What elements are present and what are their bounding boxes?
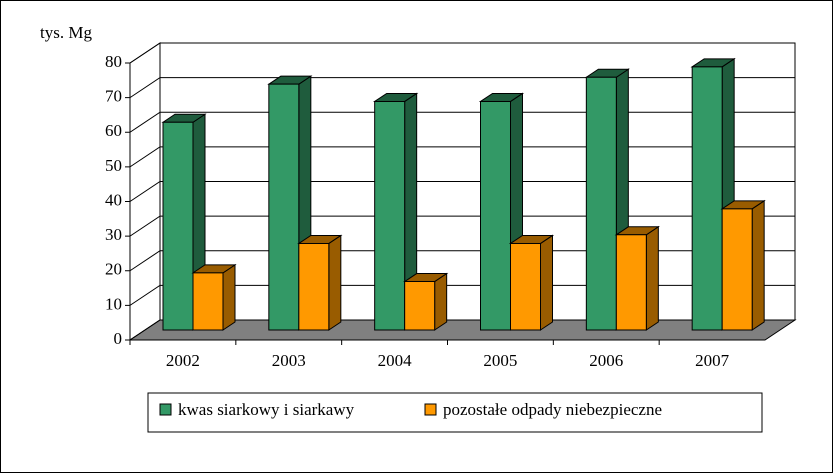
y-tick-label: 60: [105, 121, 122, 140]
bar-front: [298, 242, 330, 331]
bar: [297, 234, 343, 331]
x-tick-label: 2006: [589, 351, 623, 370]
grid-line: [129, 111, 795, 133]
legend-swatch: [159, 403, 172, 416]
y-tick-label: 20: [105, 260, 122, 279]
y-tick-label: 70: [105, 87, 122, 106]
bar-front: [721, 208, 753, 331]
bar-front: [162, 121, 194, 331]
bar: [720, 199, 766, 331]
bar: [191, 263, 237, 331]
y-tick-label: 0: [114, 329, 123, 348]
x-tick-label: 2005: [483, 351, 517, 370]
grid-line: [129, 284, 795, 306]
x-tick-label: 2004: [378, 351, 413, 370]
bar: [508, 234, 555, 331]
y-tick-label: 50: [105, 156, 122, 175]
bar-side: [434, 272, 448, 331]
y-tick-label: 80: [105, 52, 122, 71]
bar-side: [222, 263, 236, 331]
legend-swatch: [424, 403, 437, 416]
grid-line: [129, 215, 795, 237]
bar: [373, 92, 419, 331]
x-tick-label: 2007: [695, 351, 730, 370]
bar-front: [691, 66, 723, 331]
bar: [403, 272, 449, 331]
bar-front: [268, 83, 300, 331]
bar-front: [374, 100, 406, 331]
bar-side: [645, 225, 659, 331]
bar-front: [192, 272, 224, 331]
bar-front: [585, 76, 617, 331]
x-tick-label: 2002: [166, 351, 200, 370]
grid-line: [129, 250, 795, 272]
legend-label: pozostałe odpady niebezpieczne: [443, 400, 662, 419]
grid-line: [129, 319, 795, 341]
legend: [147, 392, 763, 433]
bar-side: [328, 234, 342, 331]
y-tick-label: 30: [105, 225, 122, 244]
bar-front: [510, 242, 541, 331]
bar: [614, 225, 660, 331]
grid-line: [129, 42, 795, 64]
y-axis-label: tys. Mg: [40, 23, 92, 42]
y-tick-label: 10: [105, 294, 122, 313]
bar-side: [751, 199, 765, 331]
legend-label: kwas siarkowy i siarkawy: [178, 400, 355, 419]
bar-front: [480, 100, 511, 331]
grid-line: [129, 77, 795, 99]
grid-line: [129, 181, 795, 202]
y-tick-label: 40: [105, 190, 122, 209]
x-tick-label: 2003: [272, 351, 306, 370]
bar-front: [404, 281, 436, 331]
grid-line: [129, 146, 795, 168]
bar-front: [615, 234, 647, 331]
bar-side: [540, 234, 553, 331]
